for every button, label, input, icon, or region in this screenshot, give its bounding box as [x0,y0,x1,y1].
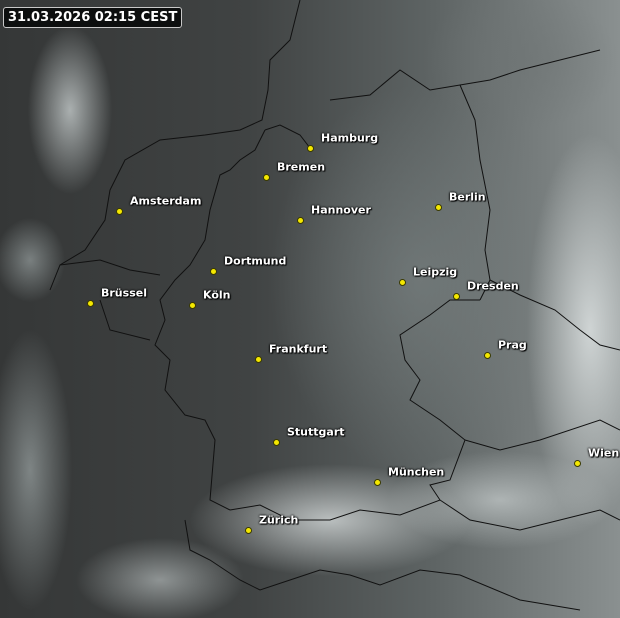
border-ch-fr-it [184,519,581,611]
city-label: Wien [588,446,620,460]
city-marker[interactable] [307,145,314,152]
city-label: Dresden [467,279,519,293]
border-de-cz [399,299,480,501]
city-marker[interactable] [435,204,442,211]
city-label: Köln [203,288,231,302]
city-marker[interactable] [189,302,196,309]
city-marker[interactable] [273,439,280,446]
border-de-at-ch [229,499,620,531]
city-label: Brüssel [101,286,147,300]
city-label: München [388,465,445,479]
city-label: Leipzig [413,265,458,279]
city-label: Amsterdam [130,194,202,208]
city-marker[interactable] [484,352,491,359]
city-marker[interactable] [87,300,94,307]
city-marker[interactable] [210,268,217,275]
city-marker[interactable] [399,279,406,286]
border-nl-be [59,259,161,341]
border-de-nl-be [154,129,266,511]
baltic-coast [329,49,601,101]
city-label: Dortmund [224,254,287,268]
city-label: Hannover [311,203,371,217]
city-marker[interactable] [574,460,581,467]
city-marker[interactable] [297,217,304,224]
city-marker[interactable] [116,208,123,215]
city-label: Bremen [277,160,326,174]
border-cz-pl-at [464,279,620,451]
city-label: Zürich [259,513,299,527]
city-label: Prag [498,338,527,352]
city-marker[interactable] [245,527,252,534]
city-marker[interactable] [263,174,270,181]
city-marker[interactable] [374,479,381,486]
city-marker[interactable] [255,356,262,363]
city-label: Frankfurt [269,342,328,356]
city-marker[interactable] [453,293,460,300]
city-label: Berlin [449,190,486,204]
timestamp-label: 31.03.2026 02:15 CEST [3,7,183,28]
coastline-north [49,0,311,291]
city-label: Stuttgart [287,425,345,439]
city-label: Hamburg [321,131,379,145]
